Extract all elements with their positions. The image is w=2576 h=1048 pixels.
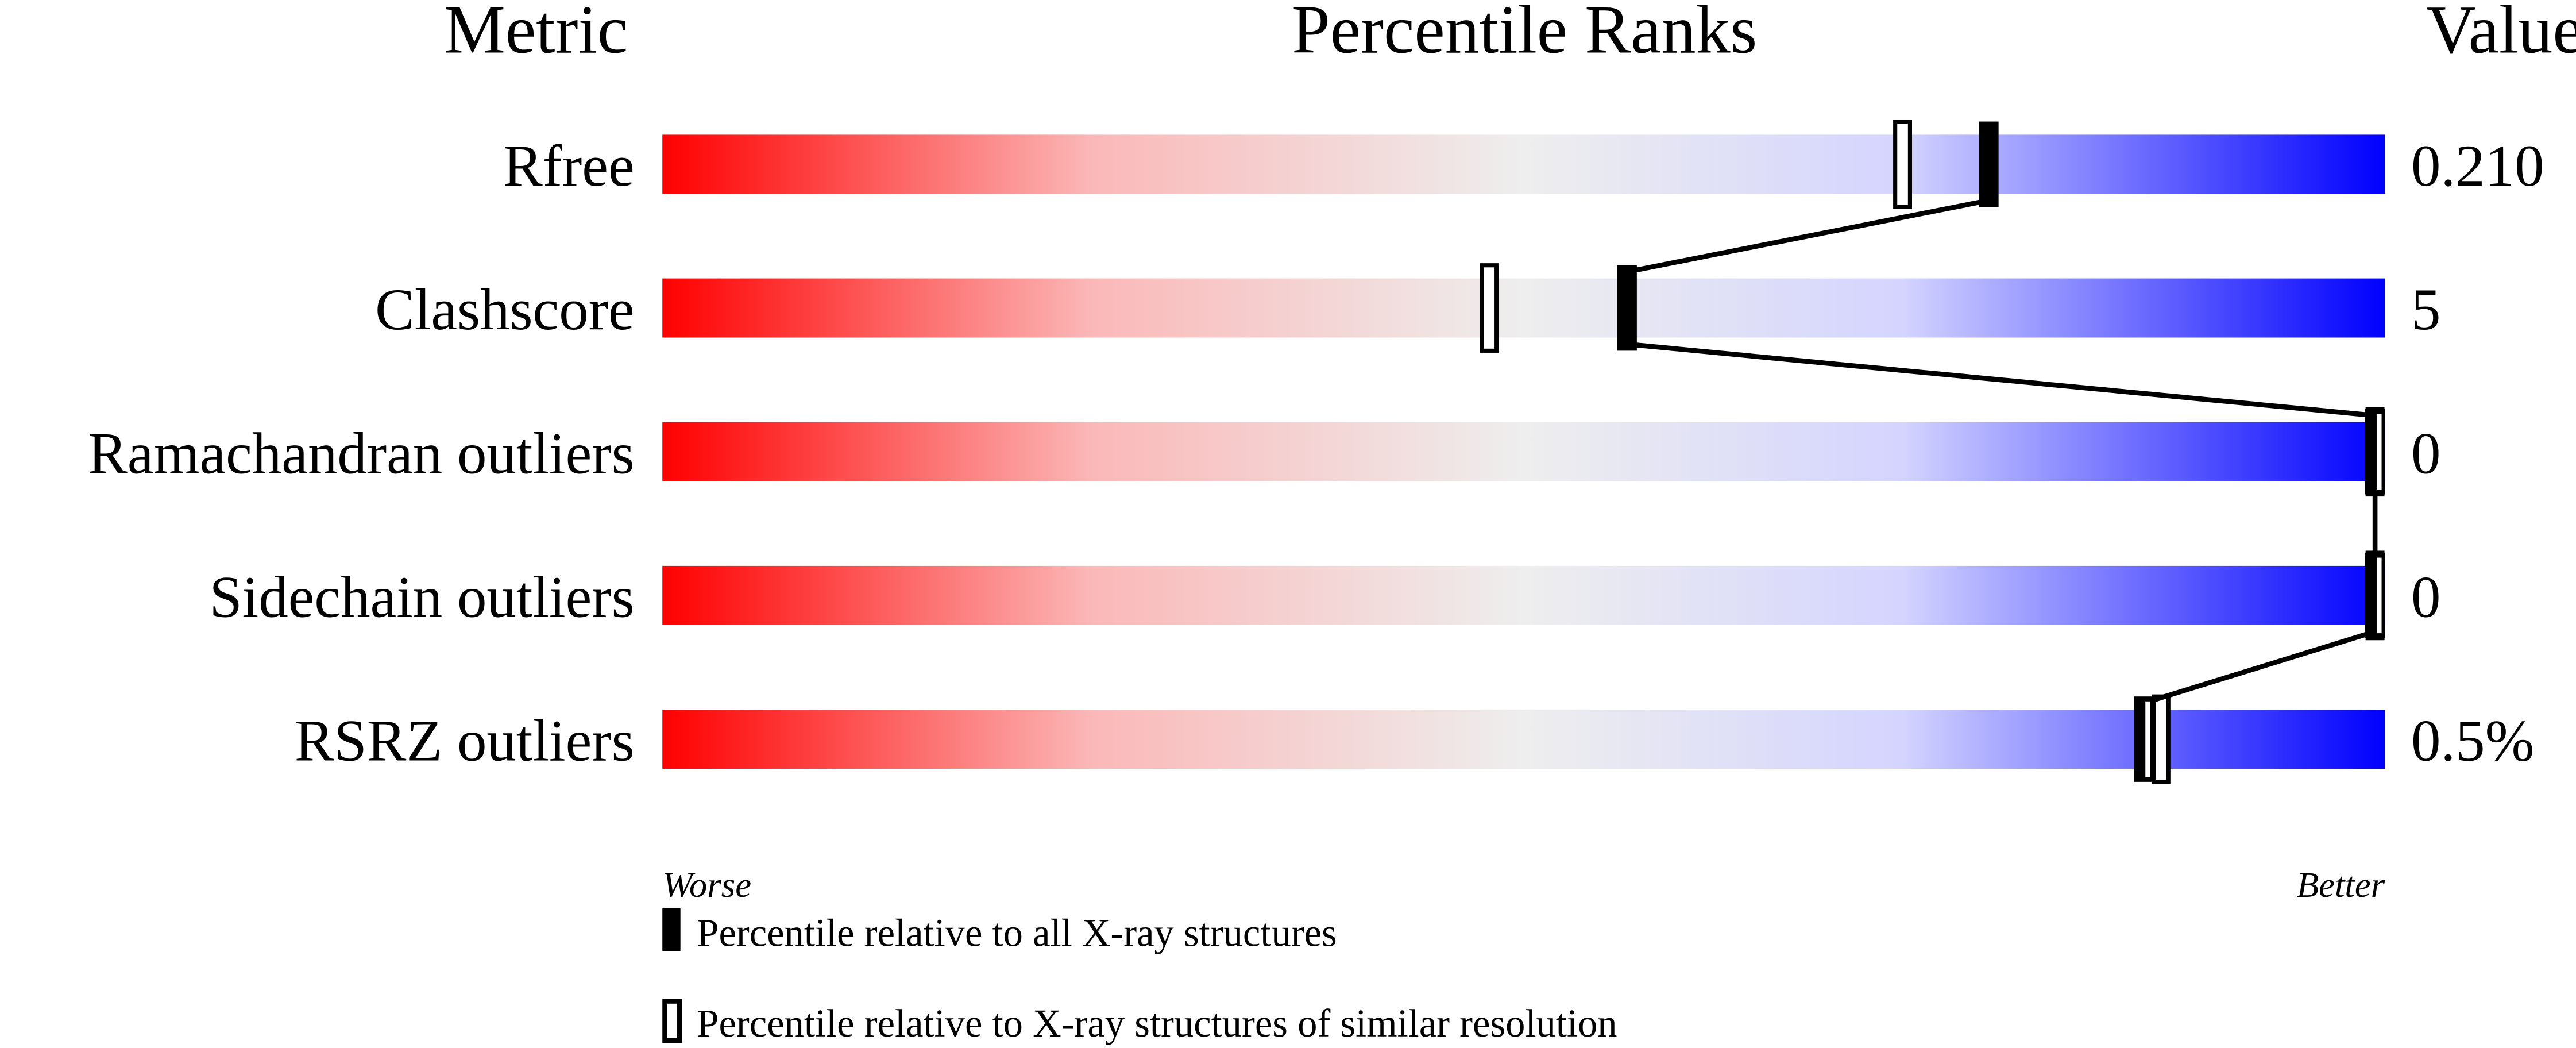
- header-value: Value: [2426, 0, 2576, 67]
- metric-label: Clashscore: [375, 277, 635, 342]
- similar-resolution-marker: [1893, 119, 1912, 209]
- similar-resolution-marker: [2151, 694, 2171, 784]
- percentile-bar: [662, 710, 2385, 769]
- metric-label: Rfree: [503, 133, 635, 199]
- percentile-bar: [662, 278, 2385, 338]
- axis-worse-label: Worse: [662, 865, 751, 905]
- percentile-bar: [662, 422, 2385, 481]
- connector-line: [2143, 629, 2376, 706]
- metric-value: 0: [2411, 421, 2440, 486]
- all-structures-marker: [2134, 696, 2154, 782]
- legend-filled-marker-icon: [662, 908, 681, 951]
- percentile-bar: [662, 565, 2385, 625]
- all-structures-marker: [1617, 265, 1637, 351]
- similar-resolution-marker-overlap: [2376, 557, 2382, 634]
- metric-value: 5: [2411, 277, 2440, 342]
- header-metric: Metric: [444, 0, 628, 67]
- similar-resolution-marker-overlap: [2376, 414, 2382, 490]
- all-structures-marker: [2365, 553, 2385, 638]
- metric-label: RSRZ outliers: [295, 708, 635, 774]
- similar-resolution-marker: [1480, 263, 1499, 353]
- legend-open-marker-icon: [662, 999, 682, 1043]
- metric-label: Ramachandran outliers: [88, 421, 635, 486]
- metric-label: Sidechain outliers: [209, 565, 634, 630]
- similar-resolution-marker-overlap: [2145, 701, 2150, 777]
- metric-value: 0: [2411, 565, 2440, 630]
- axis-better-label: Better: [2297, 865, 2385, 905]
- metric-value: 0.5%: [2411, 708, 2534, 774]
- connector-line: [1626, 198, 1990, 275]
- legend-all-structures: Percentile relative to all X-ray structu…: [697, 911, 1337, 955]
- all-structures-marker: [1979, 121, 1999, 207]
- header-percentile-ranks: Percentile Ranks: [1292, 0, 1757, 67]
- connector-line: [1627, 341, 2376, 418]
- all-structures-marker: [2365, 409, 2385, 495]
- legend-similar-resolution: Percentile relative to X-ray structures …: [697, 1001, 1617, 1045]
- metric-value: 0.210: [2411, 133, 2544, 199]
- percentile-bar: [662, 134, 2385, 194]
